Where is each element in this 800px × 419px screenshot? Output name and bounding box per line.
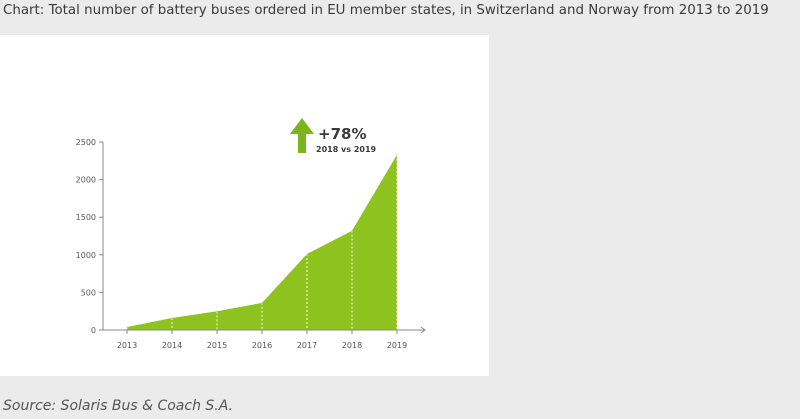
y-tick-label-500: 500 (81, 288, 96, 297)
x-tick-label-2018: 2018 (342, 341, 362, 350)
data-point-2015 (216, 310, 218, 312)
source-note: Source: Solaris Bus & Coach S.A. (3, 398, 234, 414)
data-point-2018 (351, 230, 353, 232)
arrow-up-icon (290, 118, 314, 153)
series-area (127, 154, 397, 330)
data-point-2014 (171, 317, 173, 319)
area-chart: 0 500 1000 1500 2000 2500 2013 2014 2015 2016 2017… (76, 118, 426, 350)
x-tick-label-2017: 2017 (297, 341, 317, 350)
data-point-2019 (396, 154, 398, 156)
page-title: Chart: Total number of battery buses ord… (3, 3, 769, 18)
x-axis-arrow-icon (420, 326, 426, 334)
y-tick-label-0: 0 (91, 326, 96, 335)
y-tick-label-1000: 1000 (76, 251, 96, 260)
chart-card: 0 500 1000 1500 2000 2500 2013 2014 2015 2016 2017… (0, 35, 489, 376)
data-point-2013 (126, 326, 128, 328)
data-point-2017 (306, 253, 308, 255)
x-tick-label-2016: 2016 (252, 341, 272, 350)
y-tick-label-1500: 1500 (76, 213, 96, 222)
annotation-label: 2018 vs 2019 (316, 145, 377, 154)
annotation-value: +78% (318, 125, 366, 143)
x-tick-label-2015: 2015 (207, 341, 227, 350)
growth-annotation: +78% 2018 vs 2019 (290, 118, 377, 154)
data-point-2016 (261, 302, 263, 304)
x-tick-label-2013: 2013 (117, 341, 137, 350)
y-tick-label-2000: 2000 (76, 176, 96, 185)
y-tick-label-2500: 2500 (76, 138, 96, 147)
x-tick-label-2019: 2019 (387, 341, 407, 350)
x-tick-label-2014: 2014 (162, 341, 182, 350)
